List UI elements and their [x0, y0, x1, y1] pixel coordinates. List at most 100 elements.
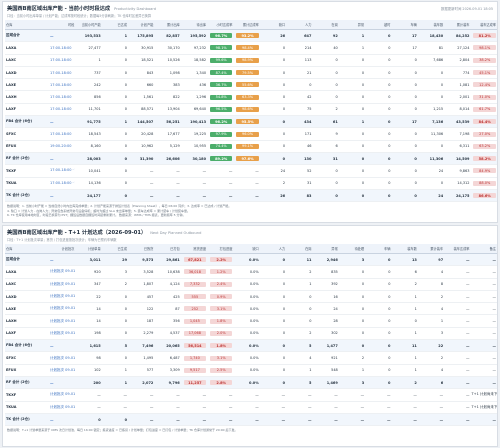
- cell: 0: [365, 127, 392, 141]
- cell: —: [154, 177, 181, 190]
- warehouse-name: FB4 合计 (6仓): [5, 115, 49, 129]
- cell: 0: [101, 413, 129, 427]
- cell: 0: [365, 351, 392, 365]
- progress-bar: 86.6%: [473, 193, 496, 198]
- cell: —: [417, 388, 445, 402]
- progress-bar: 84.9%: [473, 168, 496, 174]
- cell: 0.0%: [233, 302, 260, 316]
- cell: 17: [391, 29, 418, 43]
- cell: 0: [338, 78, 366, 92]
- cell: 96.7%: [207, 29, 234, 43]
- cell: 2,001: [444, 90, 471, 104]
- warehouse-name: LAXF: [5, 327, 49, 341]
- warehouse-name: FB4 合计 (6仓): [5, 339, 49, 353]
- cell: 13: [391, 253, 418, 267]
- cell: 17,677: [154, 127, 181, 141]
- cell: 457: [128, 290, 155, 304]
- cell: —: [233, 164, 260, 178]
- cell: 14: [75, 314, 102, 328]
- cell: —: [444, 339, 471, 353]
- cell: 18,543: [75, 127, 102, 141]
- table-row: 区域合计 —193,533 1 175,895 82,857 195,592 96.7% 93…: [5, 29, 497, 43]
- progress-bar: 1,045: [183, 318, 207, 324]
- subtitle: 口径：T+1 计划批次单量；拣货 / 打包进度按批次统计；车辆为已预约车辆数: [7, 238, 117, 242]
- cell: 10,041: [75, 164, 102, 178]
- cell: —: [49, 29, 76, 43]
- cell: 45.1%: [470, 66, 497, 80]
- cell: —: [470, 413, 497, 427]
- column-header: 已达成: [101, 20, 129, 30]
- cell: —: [207, 189, 234, 203]
- cell: —: [180, 164, 208, 178]
- cell: 144,507: [128, 115, 155, 129]
- cell: 18,521: [128, 54, 155, 67]
- cell: 5,129: [154, 140, 181, 153]
- cell: 52: [286, 164, 313, 178]
- warehouse-name: LAXD: [5, 66, 49, 80]
- cell: 0: [338, 66, 366, 80]
- cell: 97,232: [180, 41, 208, 55]
- cell: 302: [312, 327, 339, 341]
- cell: 102: [75, 364, 102, 377]
- progress-bar: 96.5%: [210, 106, 233, 112]
- cell: —: [338, 401, 366, 414]
- cell: 27,124: [444, 41, 471, 55]
- cell: 0: [365, 278, 392, 291]
- cell: 13,904: [154, 103, 181, 117]
- cell: 1: [101, 115, 129, 129]
- table-row: LAXA 计划批次 09-01 920 3 3,528 10,638 36,018 1.2% 0…: [5, 265, 497, 279]
- cell: 11,306: [417, 152, 445, 166]
- cell: T+1 计划尚未下发: [470, 388, 497, 402]
- cell: 0: [312, 66, 339, 80]
- cell: 17:00-18:00: [49, 41, 76, 55]
- title-tag: Next Day Planned Outbound: [150, 231, 202, 235]
- cell: 0: [365, 78, 392, 92]
- progress-bar: 36.7%: [210, 82, 233, 88]
- cell: 0: [101, 127, 129, 141]
- cell: 6: [312, 140, 339, 153]
- cell: 63.3%: [233, 90, 260, 104]
- cell: T+1 计划尚未下发: [470, 401, 497, 414]
- cell: 0: [101, 54, 129, 67]
- cell: 0: [338, 327, 366, 341]
- cell: 0: [338, 54, 366, 67]
- column-header: 异常: [338, 20, 366, 30]
- cell: 7,332: [180, 278, 208, 291]
- progress-bar: 74.4%: [210, 143, 233, 149]
- column-header: 计划批次: [49, 244, 76, 254]
- cell: 55.6%: [233, 78, 260, 92]
- cell: 82,857: [154, 29, 181, 43]
- column-header: 人力: [259, 244, 287, 254]
- cell: —: [444, 253, 471, 267]
- cell: 30,915: [128, 41, 155, 55]
- cell: 20,428: [128, 127, 155, 141]
- cell: —: [312, 401, 339, 414]
- cell: 0: [259, 351, 287, 365]
- cell: 26: [259, 189, 287, 203]
- cell: 27.0%: [470, 127, 497, 141]
- progress-bar: 17,068: [183, 330, 207, 336]
- warehouse-name: LAXH: [5, 90, 49, 104]
- progress-bar: 88.0%: [473, 180, 496, 186]
- update-time: 数据更新时间 2026-09-01 18:05: [441, 7, 493, 11]
- warehouse-name: TK 合计 (2仓): [5, 189, 49, 203]
- cell: 3.1%: [207, 302, 234, 316]
- progress-bar: 11,257: [183, 380, 207, 386]
- cell: 0.0%: [233, 278, 260, 291]
- cell: 2: [312, 103, 339, 117]
- cell: 198: [75, 327, 102, 341]
- cell: 24: [312, 302, 339, 316]
- cell: 1: [417, 314, 445, 328]
- cell: 31: [312, 152, 339, 166]
- progress-bar: 99.6%: [210, 57, 233, 63]
- progress-bar: 2.0%: [210, 330, 233, 336]
- cell: —: [312, 388, 339, 402]
- cell: 392: [312, 278, 339, 291]
- cell: 88.0%: [470, 177, 497, 190]
- cell: —: [312, 413, 339, 427]
- cell: 1: [75, 54, 102, 67]
- cell: 0: [338, 90, 366, 104]
- cell: 0: [259, 152, 287, 166]
